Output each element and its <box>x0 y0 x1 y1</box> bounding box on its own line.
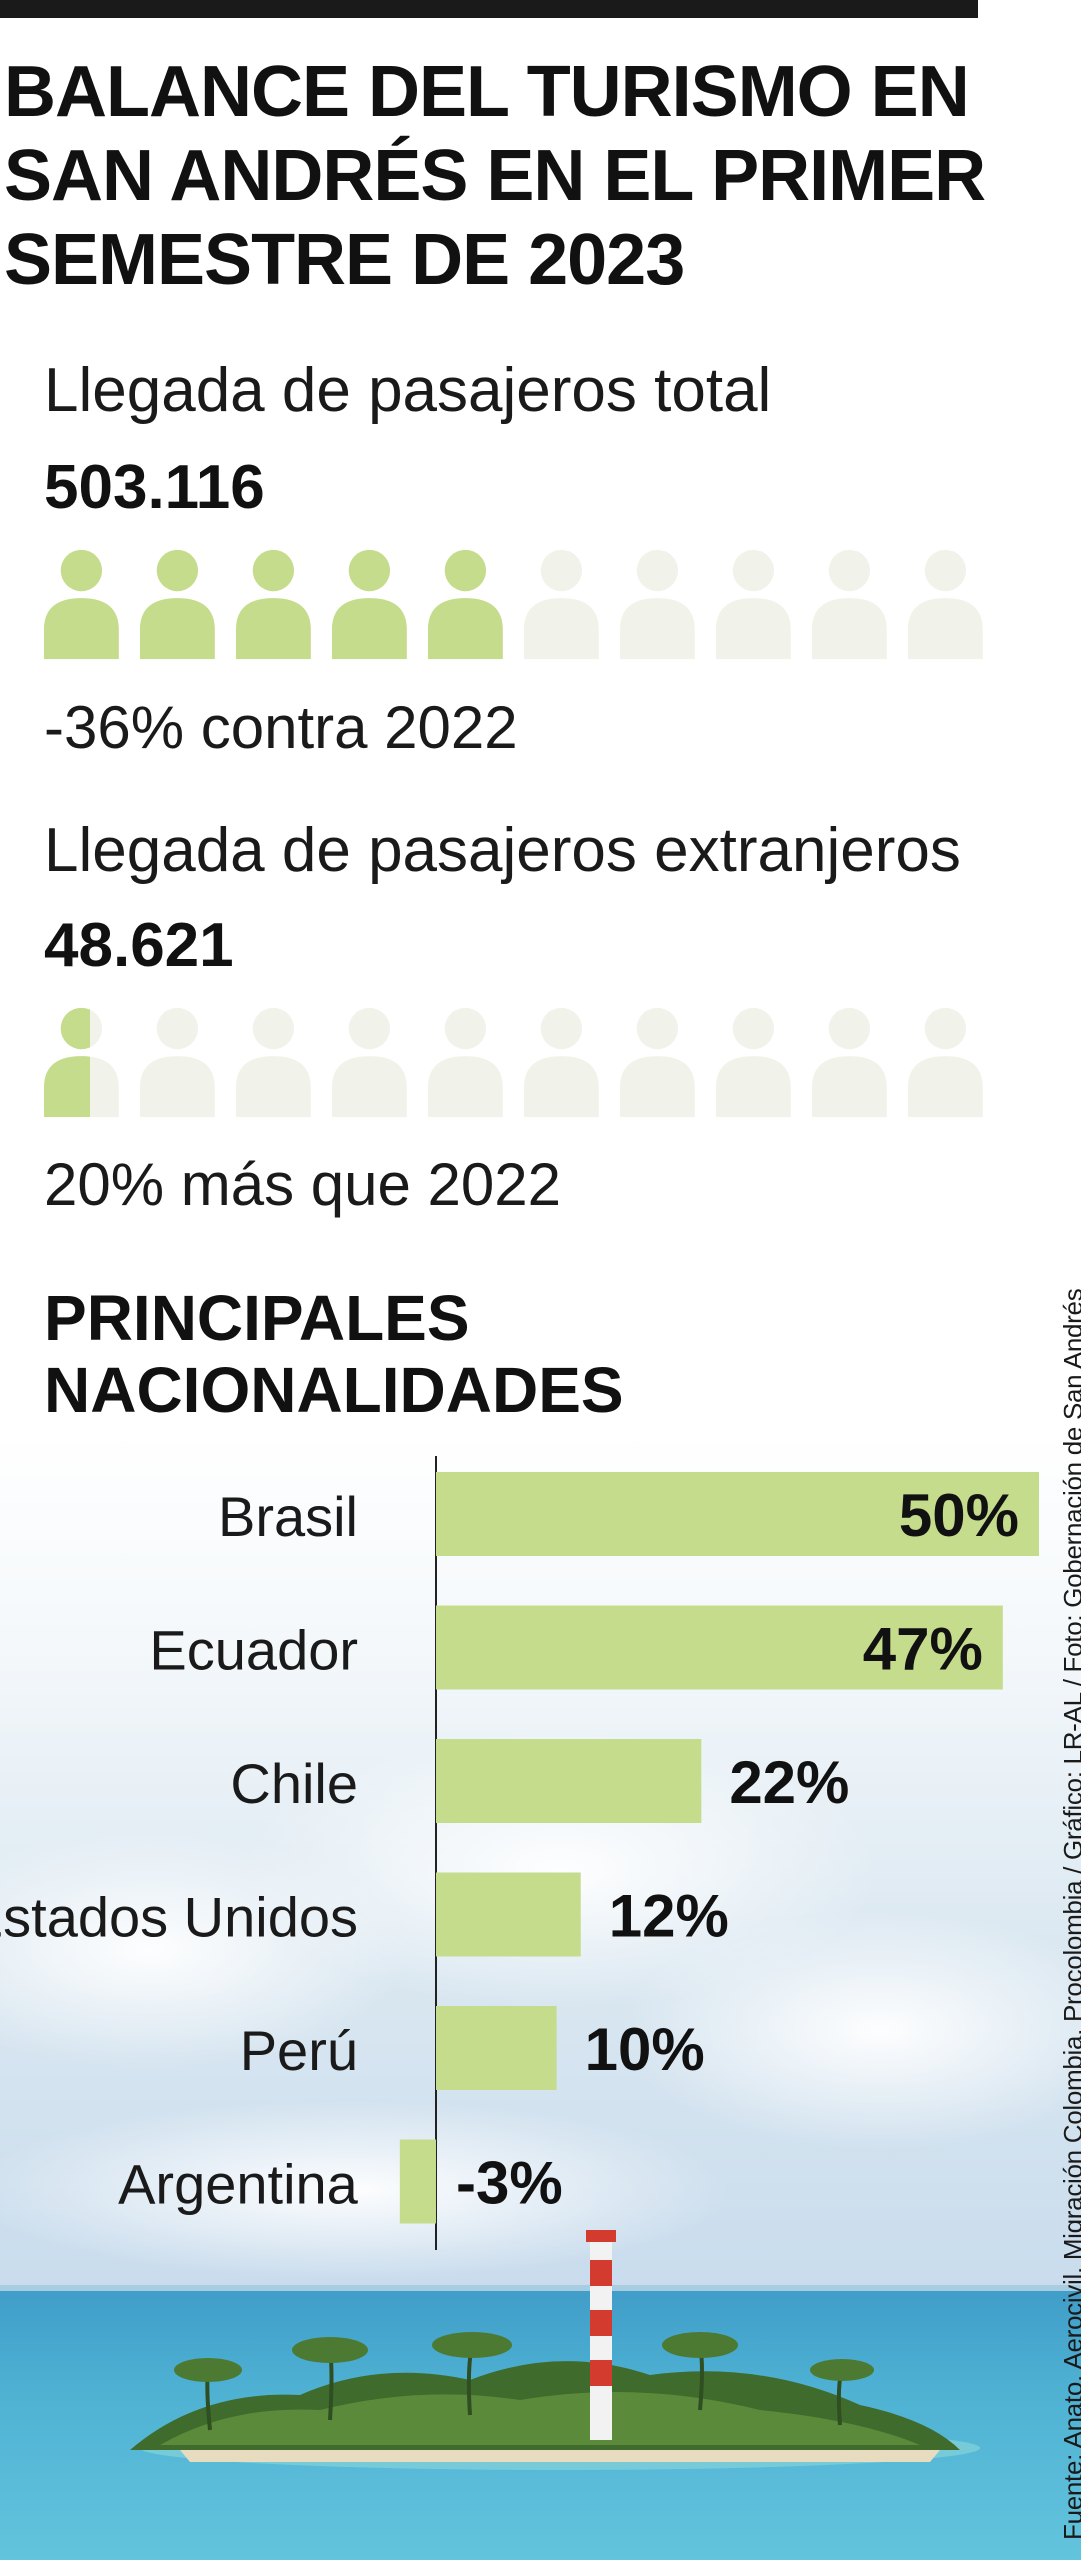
bar-estados-unidos <box>436 1872 581 1957</box>
value-label: 47% <box>863 1616 983 1683</box>
person-icon <box>139 549 215 660</box>
value-label: 50% <box>899 1482 1019 1549</box>
nationalities-title: PRINCIPALES NACIONALIDADES <box>44 1282 624 1426</box>
category-label: Chile <box>230 1752 358 1815</box>
total-arrivals-value: 503.116 <box>44 453 265 522</box>
person-icon <box>427 1007 503 1118</box>
person-icon <box>619 1007 695 1118</box>
person-icon <box>235 549 311 660</box>
person-icon <box>715 1007 791 1118</box>
bar-brasil <box>436 1472 1039 1556</box>
bar-argentina <box>399 2139 436 2224</box>
total-arrivals-label: Llegada de pasajeros total <box>44 356 772 425</box>
foreign-arrivals-pictogram <box>42 1006 1002 1118</box>
person-icon <box>139 1007 215 1118</box>
person-icon <box>331 549 407 660</box>
value-label: 12% <box>609 1883 729 1950</box>
island-photo <box>0 1430 1081 2560</box>
category-label: Perú <box>240 2019 358 2082</box>
person-icon <box>523 549 599 660</box>
source-credit: Fuente: Anato, Aerocivil, Migración Colo… <box>1058 1288 1081 2540</box>
total-arrivals-pictogram <box>42 548 1002 660</box>
top-rule <box>0 0 978 18</box>
person-icon <box>811 549 887 660</box>
total-arrivals-change: -36% contra 2022 <box>44 694 518 761</box>
foreign-arrivals-value: 48.621 <box>44 911 234 980</box>
bar-ecuador <box>436 1605 1003 1690</box>
person-icon <box>907 1007 983 1118</box>
person-icon <box>907 549 983 660</box>
person-icon <box>811 1007 887 1118</box>
category-label: Ecuador <box>149 1619 358 1682</box>
category-label: Brasil <box>218 1485 358 1548</box>
person-icon <box>619 549 695 660</box>
foreign-arrivals-change: 20% más que 2022 <box>44 1151 562 1218</box>
person-icon <box>331 1007 407 1118</box>
island-photo-illustration <box>0 1430 1081 2560</box>
person-icon <box>43 1007 119 1118</box>
page-title: BALANCE DEL TURISMO EN SAN ANDRÉS EN EL … <box>4 52 986 300</box>
person-icon <box>523 1007 599 1118</box>
person-icon <box>715 549 791 660</box>
person-icon <box>235 1007 311 1118</box>
value-label: 22% <box>729 1749 849 1816</box>
bar-perú <box>436 2006 557 2090</box>
bar-chile <box>436 1739 702 1823</box>
value-label: -3% <box>456 2150 563 2217</box>
value-label: 10% <box>585 2016 705 2083</box>
person-icon <box>43 549 119 660</box>
foreign-arrivals-label: Llegada de pasajeros extranjeros <box>44 816 961 885</box>
category-label: Estados Unidos <box>0 1886 358 1949</box>
category-label: Argentina <box>118 2153 359 2216</box>
person-icon <box>427 549 503 660</box>
